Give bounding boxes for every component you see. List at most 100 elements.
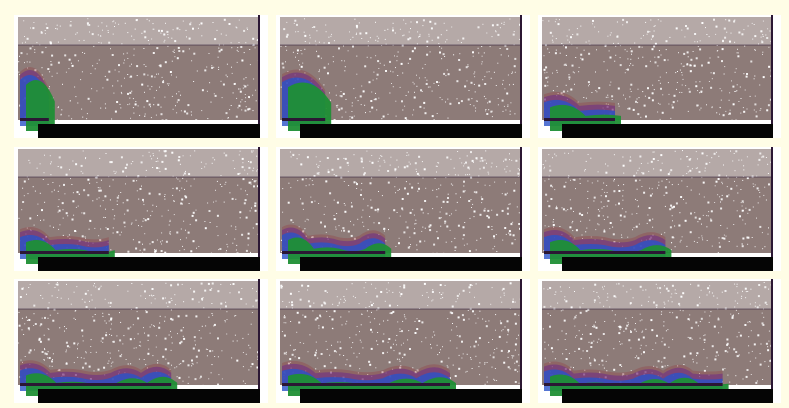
speckle-dot	[337, 201, 339, 204]
speckle-dot	[652, 226, 654, 228]
speckle-dot	[185, 237, 187, 239]
speckle-dot	[625, 317, 627, 319]
speckle-dot	[26, 293, 27, 295]
speckle-dot	[171, 364, 172, 366]
speckle-dot	[318, 325, 320, 327]
speckle-dot	[399, 291, 401, 293]
speckle-dot	[226, 333, 228, 335]
speckle-dot	[598, 364, 600, 366]
speckle-dot	[407, 62, 409, 64]
speckle-dot	[454, 174, 456, 176]
speckle-dot	[121, 93, 123, 95]
speckle-dot	[301, 202, 304, 205]
speckle-dot	[218, 69, 220, 70]
speckle-dot	[729, 40, 731, 43]
speckle-dot	[652, 158, 655, 160]
speckle-dot	[717, 194, 719, 196]
speckle-dot	[338, 225, 340, 227]
speckle-dot	[290, 321, 292, 322]
speckle-dot	[97, 288, 100, 291]
speckle-dot	[416, 244, 418, 246]
speckle-dot	[301, 53, 303, 55]
speckle-dot	[495, 234, 497, 236]
speckle-dot	[510, 102, 512, 104]
speckle-dot	[289, 292, 292, 295]
speckle-dot	[490, 110, 493, 113]
speckle-dot	[26, 319, 28, 321]
speckle-dot	[686, 51, 689, 54]
speckle-dot	[300, 50, 302, 51]
speckle-dot	[64, 326, 65, 327]
speckle-dot	[506, 92, 509, 95]
speckle-dot	[448, 173, 450, 175]
speckle-dot	[711, 292, 713, 294]
speckle-dot	[289, 151, 291, 153]
speckle-dot	[161, 232, 163, 234]
speckle-dot	[378, 157, 380, 159]
speckle-dot	[288, 301, 290, 303]
speckle-dot	[491, 116, 493, 118]
speckle-dot	[85, 351, 87, 353]
speckle-dot	[372, 302, 374, 304]
speckle-dot	[662, 94, 664, 96]
speckle-dot	[199, 377, 201, 379]
speckle-dot	[698, 193, 700, 195]
speckle-dot	[464, 85, 467, 88]
speckle-dot	[350, 39, 352, 41]
speckle-dot	[406, 192, 409, 195]
speckle-dot	[607, 94, 609, 96]
speckle-dot	[241, 99, 243, 101]
speckle-dot	[171, 95, 173, 97]
speckle-dot	[220, 80, 222, 82]
speckle-dot	[585, 324, 587, 326]
speckle-dot	[738, 159, 740, 161]
speckle-dot	[510, 223, 513, 226]
speckle-dot	[755, 115, 758, 118]
speckle-dot	[509, 113, 511, 115]
speckle-dot	[311, 27, 313, 28]
speckle-dot	[416, 74, 417, 76]
speckle-dot	[552, 90, 554, 92]
speckle-dot	[554, 189, 556, 191]
speckle-dot	[162, 355, 165, 358]
speckle-dot	[221, 350, 223, 352]
speckle-dot	[484, 83, 487, 85]
speckle-dot	[66, 345, 69, 348]
speckle-dot	[671, 284, 674, 287]
speckle-dot	[51, 360, 53, 363]
speckle-dot	[403, 19, 405, 21]
speckle-dot	[625, 211, 627, 213]
speckle-dot	[681, 92, 683, 93]
speckle-dot	[515, 159, 518, 162]
speckle-dot	[512, 234, 515, 237]
speckle-dot	[455, 209, 457, 211]
speckle-dot	[623, 165, 625, 167]
speckle-dot	[627, 68, 629, 71]
speckle-dot	[503, 361, 506, 364]
speckle-dot	[699, 48, 702, 51]
speckle-dot	[304, 220, 306, 222]
speckle-dot	[298, 60, 300, 62]
speckle-dot	[351, 202, 352, 204]
speckle-dot	[123, 335, 125, 337]
speckle-dot	[451, 26, 453, 28]
speckle-dot	[425, 187, 427, 189]
speckle-dot	[119, 339, 122, 342]
speckle-dot	[705, 27, 706, 29]
speckle-dot	[663, 194, 665, 196]
speckle-dot	[182, 20, 184, 22]
speckle-dot	[736, 245, 738, 247]
speckle-dot	[508, 232, 510, 234]
speckle-dot	[637, 338, 640, 341]
speckle-dot	[186, 180, 188, 182]
speckle-dot	[80, 79, 82, 81]
speckle-dot	[483, 209, 486, 212]
speckle-dot	[606, 299, 608, 301]
speckle-dot	[721, 90, 723, 92]
speckle-dot	[181, 283, 183, 285]
speckle-dot	[419, 77, 420, 79]
speckle-dot	[231, 72, 233, 74]
speckle-dot	[339, 354, 341, 356]
speckle-dot	[297, 180, 299, 182]
speckle-dot	[293, 349, 294, 351]
